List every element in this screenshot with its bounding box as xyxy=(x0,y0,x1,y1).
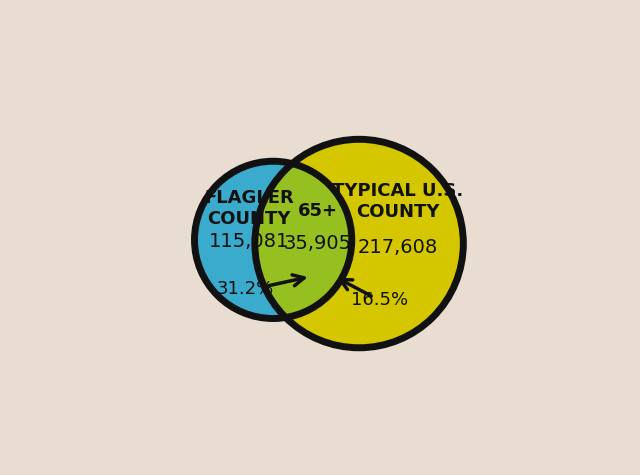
Text: 16.5%: 16.5% xyxy=(351,291,408,309)
Text: FLAGLER
COUNTY: FLAGLER COUNTY xyxy=(205,190,294,228)
Text: 217,608: 217,608 xyxy=(357,238,438,256)
Text: TYPICAL U.S.
COUNTY: TYPICAL U.S. COUNTY xyxy=(332,182,463,221)
Text: 35,905: 35,905 xyxy=(284,234,352,253)
Text: 31.2%: 31.2% xyxy=(217,280,275,298)
Circle shape xyxy=(195,161,352,319)
Text: 115,081: 115,081 xyxy=(209,232,289,251)
Polygon shape xyxy=(255,163,352,317)
Circle shape xyxy=(255,139,463,348)
Text: 65+: 65+ xyxy=(298,201,338,219)
